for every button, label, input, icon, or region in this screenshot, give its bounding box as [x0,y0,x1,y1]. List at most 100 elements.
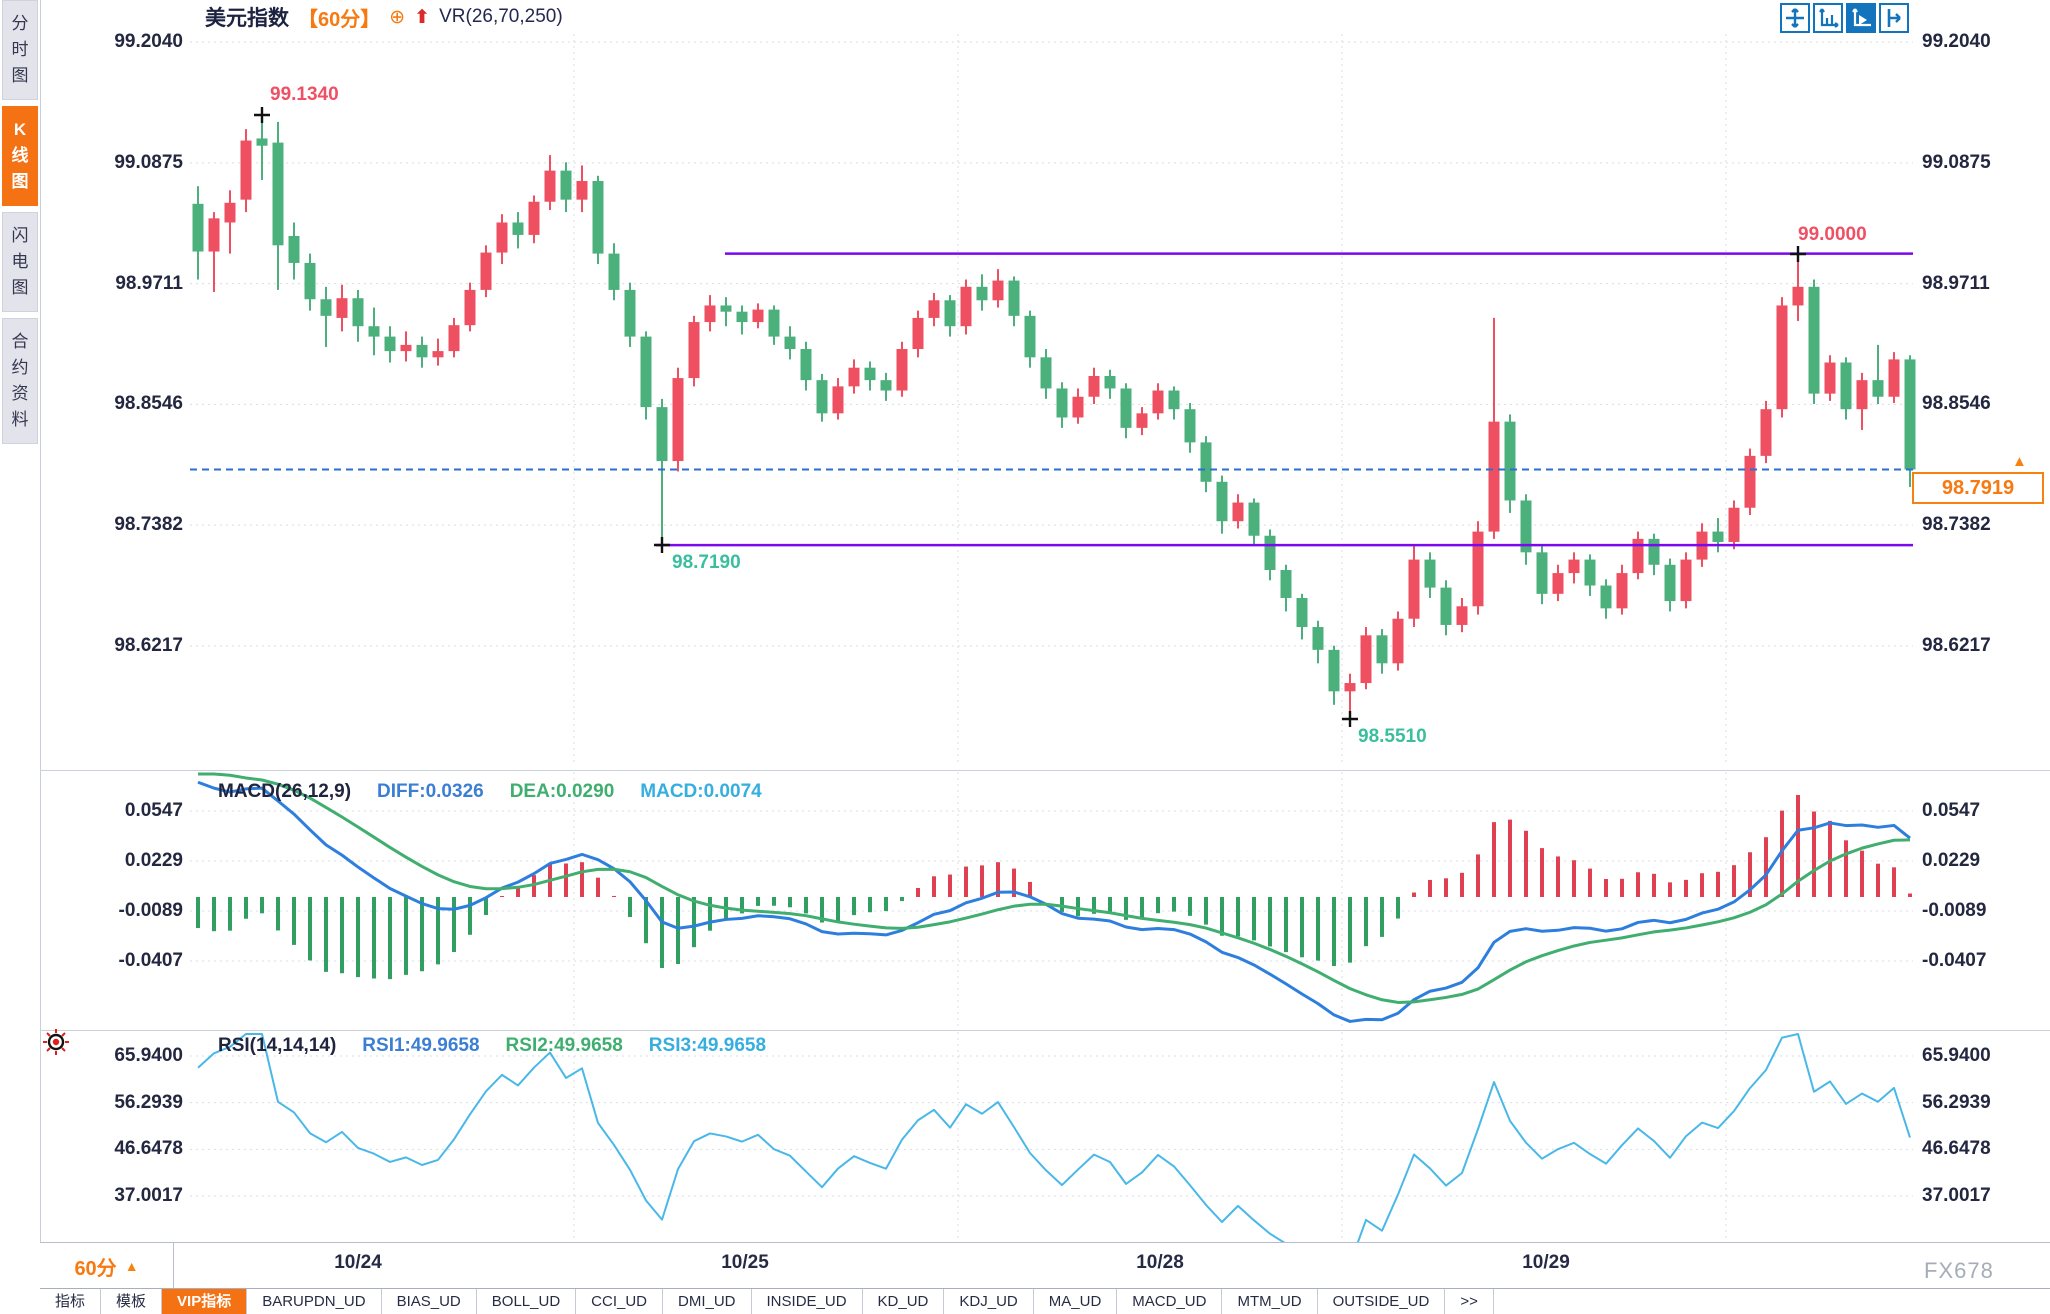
price-tick-left-3: 98.8546 [114,393,183,415]
axis-zoom-icon[interactable] [1813,3,1843,33]
macd-tick-right-2: -0.0089 [1922,900,1987,921]
rsi-tick-left-1: 56.2939 [114,1091,183,1113]
price-tick-left-0: 99.2040 [114,31,183,52]
time-axis-label-10-29: 10/29 [1522,1252,1570,1273]
sidebar-tab-char: 线 [11,146,29,165]
sidebar-tab-char: 电 [11,252,29,271]
rsi2-value: RSI2:49.9658 [505,1035,623,1056]
macd-title[interactable]: MACD(26,12,9) [218,781,352,802]
bottom-tab-指标[interactable]: 指标 [40,1289,102,1314]
price-tick-right-2: 98.9711 [1922,272,1990,294]
bottom-tab-vip指标[interactable]: VIP指标 [162,1289,248,1314]
bottom-tab-模板[interactable]: 模板 [101,1289,163,1314]
bottom-tab-boll-ud[interactable]: BOLL_UD [476,1289,577,1314]
price-tick-left-1: 99.0875 [114,151,183,173]
macd-tick-right-1: 0.0229 [1922,850,1981,871]
panel-separator [40,1030,2050,1031]
live-indicator-icon [42,1028,70,1056]
period-selector[interactable]: 60分 ▲ [40,1243,174,1289]
rsi-tick-right-0: 65.9400 [1922,1045,1991,1066]
bottom-tab-macd-ud[interactable]: MACD_UD [1117,1289,1223,1314]
bottom-tab-bias-ud[interactable]: BIAS_UD [381,1289,477,1314]
time-axis-label-10-25: 10/25 [721,1252,769,1273]
rsi-tick-right-1: 56.2939 [1922,1091,1991,1113]
macd-diff-value: DIFF:0.0326 [377,781,484,802]
price-annotation-2: 98.7190 [672,552,741,573]
price-annotation-1: 99.0000 [1798,224,1867,245]
price-tick-right-0: 99.2040 [1922,31,1991,52]
current-price-tag: 98.7919 [1912,472,2044,505]
sidebar-tab-char: K [13,120,27,139]
rsi3-value: RSI3:49.9658 [648,1035,767,1056]
bottom-tab-outside-ud[interactable]: OUTSIDE_UD [1317,1289,1446,1314]
bottom-tab-cci-ud[interactable]: CCI_UD [576,1289,663,1314]
macd-macd-value: MACD:0.0074 [640,781,762,802]
sidebar-tab-char: 图 [11,172,29,191]
bottom-tab-barupdn-ud[interactable]: BARUPDN_UD [247,1289,382,1314]
sidebar-tab-char: 时 [11,40,29,59]
macd-tick-right-3: -0.0407 [1922,950,1987,971]
sidebar-tab-char: 合 [11,332,29,351]
price-tick-right-3: 98.8546 [1922,393,1991,415]
exit-right-icon[interactable] [1879,3,1909,33]
sidebar-tab-char: 资 [11,384,29,403]
panel-separator [40,770,2050,771]
time-axis-row: 60分 ▲ [40,1242,2050,1289]
sidebar-tab-4[interactable]: 合约资料 [2,318,38,444]
sidebar-tab-char: 料 [11,410,29,429]
vr-indicator-label[interactable]: VR(26,70,250) [439,6,563,27]
rsi-header: RSI(14,14,14) RSI1:49.9658 RSI2:49.9658 … [218,1035,766,1057]
bottom-tab-kd-ud[interactable]: KD_UD [862,1289,945,1314]
add-indicator-icon[interactable]: ⊕ [389,6,406,28]
indicator-tab-bar: 指标 模板 VIP指标 BARUPDN_UD BIAS_UD BOLL_UD CCI_UD D… [40,1288,2050,1314]
period-label[interactable]: 【60分】 [298,8,381,31]
chart-header: 美元指数 【60分】 ⊕ ⬆ VR(26,70,250) [205,3,563,31]
macd-tick-right-0: 0.0547 [1922,800,1981,821]
time-axis-label-10-24: 10/24 [334,1252,382,1273]
bottom-tab-dmi-ud[interactable]: DMI_UD [663,1289,752,1314]
sidebar-tab-1[interactable]: 分时图 [2,0,38,100]
sidebar-tab-char: 图 [11,66,29,85]
rsi1-value: RSI1:49.9658 [362,1035,480,1056]
macd-tick-left-1: 0.0229 [124,850,183,871]
bottom-tab-inside-ud[interactable]: INSIDE_UD [751,1289,863,1314]
symbol-name: 美元指数 [205,7,289,30]
rsi-tick-left-0: 65.9400 [114,1045,183,1066]
price-tick-left-2: 98.9711 [115,272,183,294]
axis-play-icon[interactable] [1846,3,1876,33]
period-selector-label: 60分 [74,1257,117,1280]
bottom-tab-ma-ud[interactable]: MA_UD [1033,1289,1118,1314]
price-tick-right-4: 98.7382 [1922,514,1991,536]
sidebar-tab-3[interactable]: 闪电图 [2,212,38,312]
period-selector-arrow-icon: ▲ [124,1258,139,1274]
bottom-tab->>[interactable]: >> [1445,1289,1494,1314]
macd-tick-left-2: -0.0089 [118,900,183,921]
rsi-title[interactable]: RSI(14,14,14) [218,1035,337,1056]
bottom-tab-kdj-ud[interactable]: KDJ_UD [944,1289,1034,1314]
rsi-tick-left-2: 46.6478 [114,1138,183,1160]
current-price-value: 98.7919 [1941,476,2015,499]
price-tick-left-4: 98.7382 [114,514,183,536]
price-tick-right-5: 98.6217 [1922,635,1991,656]
time-axis-label-10-28: 10/28 [1136,1252,1184,1273]
rsi-tick-right-3: 37.0017 [1922,1185,1991,1206]
rsi-tick-right-2: 46.6478 [1922,1138,1991,1160]
macd-tick-left-3: -0.0407 [118,950,183,971]
price-up-arrow-icon: ▲ [2012,453,2027,471]
price-tick-right-1: 99.0875 [1922,151,1991,173]
price-annotation-3: 98.5510 [1358,726,1427,747]
price-tick-left-5: 98.6217 [114,635,183,656]
watermark: FX678 [1924,1258,1994,1283]
sidebar-tab-char: 约 [11,358,29,377]
bottom-tab-mtm-ud[interactable]: MTM_UD [1222,1289,1318,1314]
crosshair-icon[interactable] [1780,3,1810,33]
price-annotation-0: 99.1340 [270,84,339,105]
sidebar-tab-char: 图 [11,278,29,297]
chart-toolbar [1780,3,1909,33]
macd-tick-left-0: 0.0547 [124,800,183,821]
trend-up-icon: ⬆ [414,6,431,28]
macd-header: MACD(26,12,9) DIFF:0.0326 DEA:0.0290 MAC… [218,781,762,803]
